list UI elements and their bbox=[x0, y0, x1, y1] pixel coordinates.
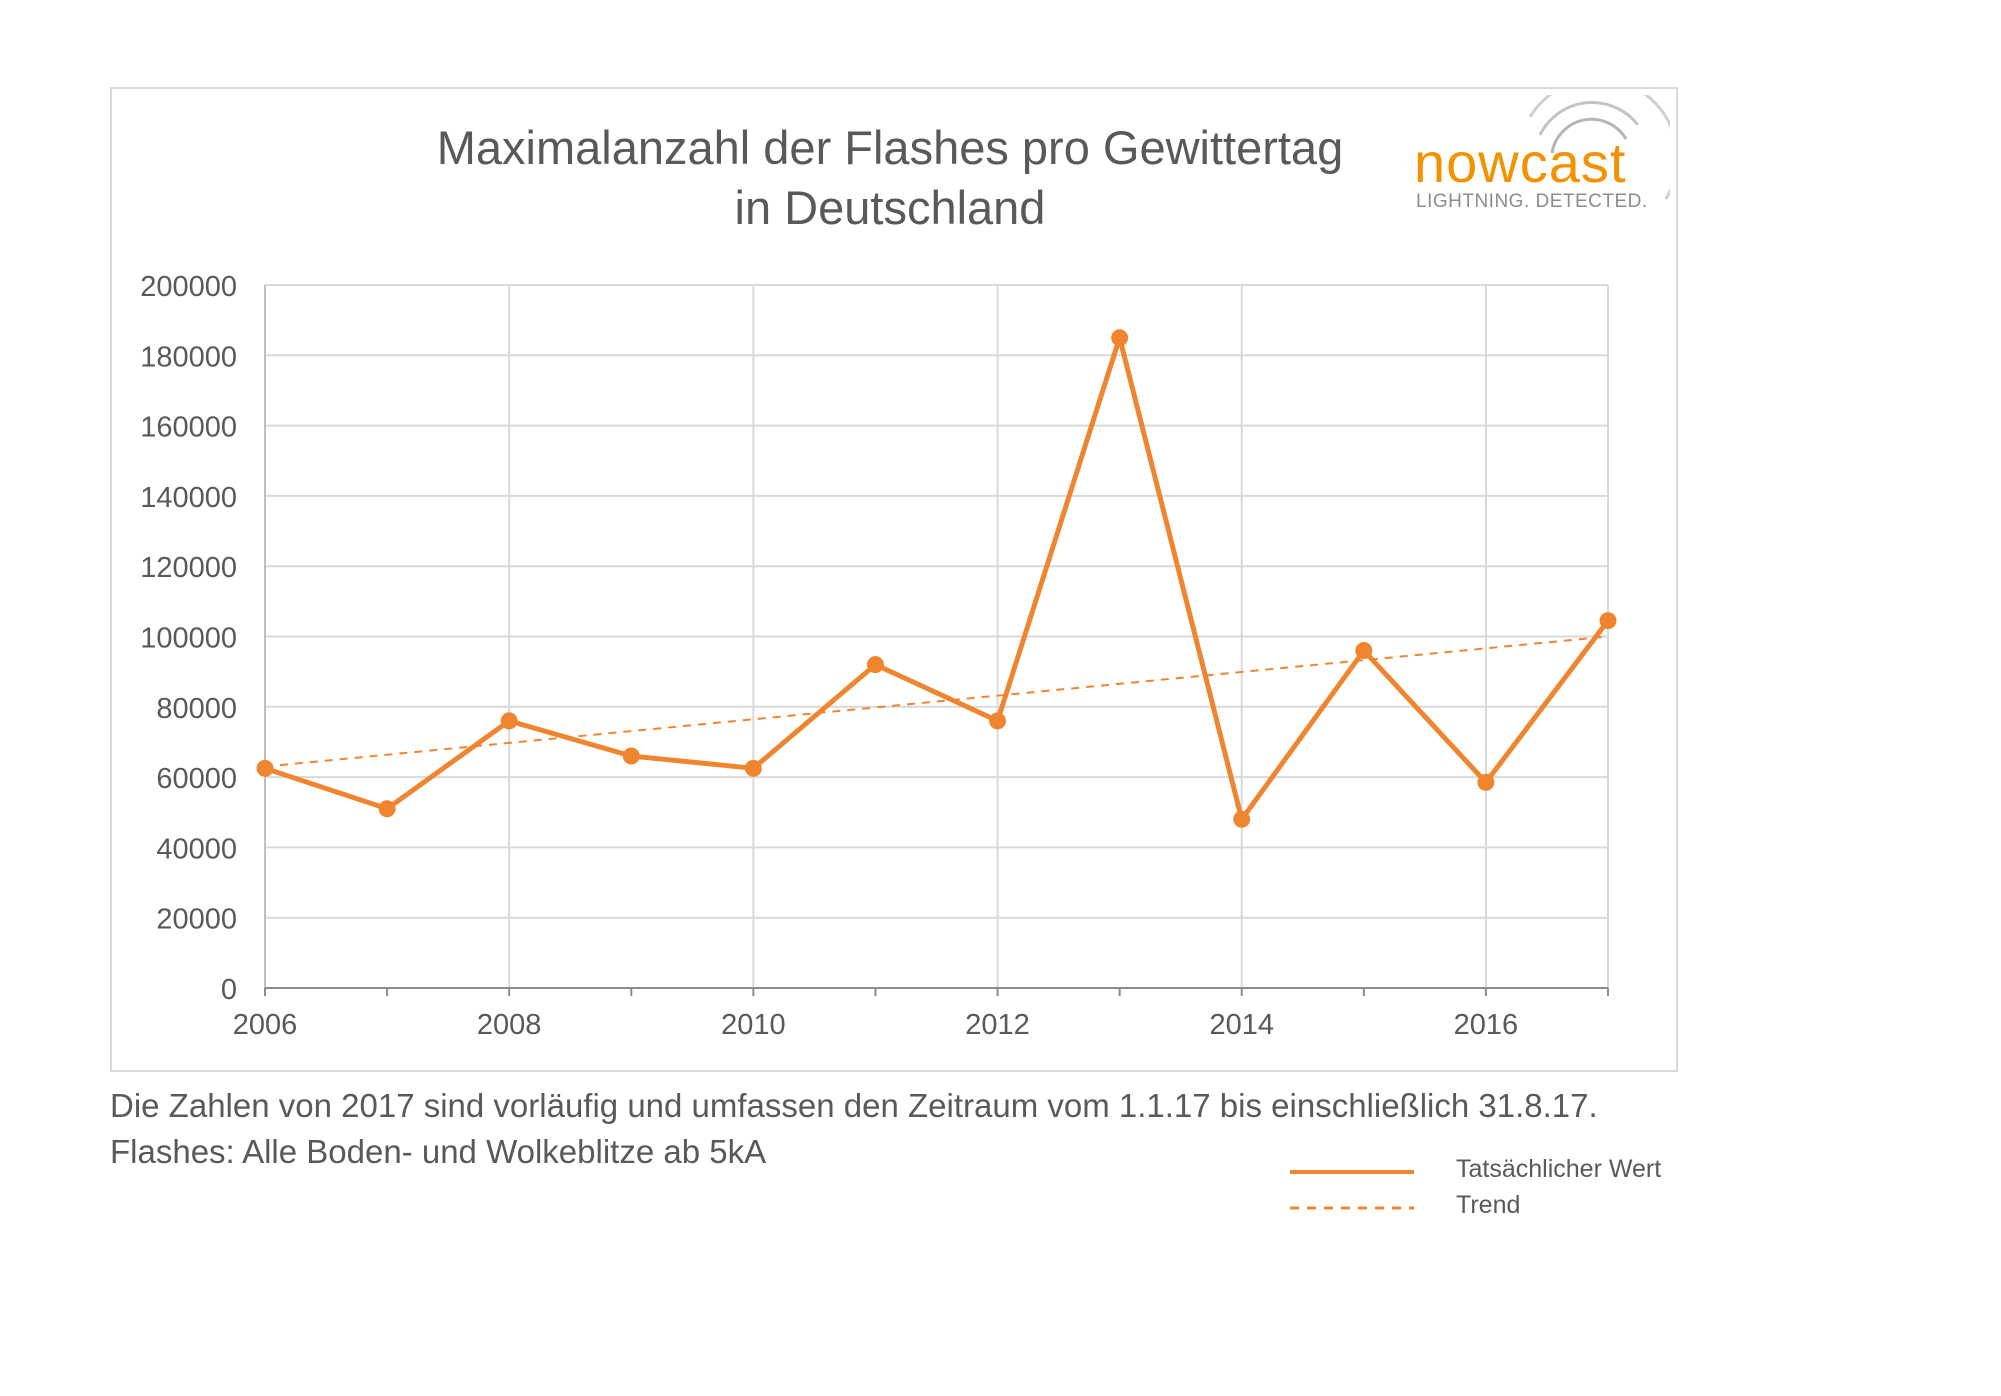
legend-label-actual: Tatsächlicher Wert bbox=[1456, 1155, 1662, 1183]
chart-title: Maximalanzahl der Flashes pro Gewitterta… bbox=[320, 118, 1460, 238]
y-tick-label: 20000 bbox=[156, 904, 237, 936]
data-point bbox=[989, 712, 1007, 730]
x-tick-label: 2016 bbox=[1454, 1009, 1519, 1041]
data-point bbox=[500, 712, 518, 730]
legend-solid-line-swatch bbox=[1290, 1170, 1414, 1174]
chart-title-line-1: Maximalanzahl der Flashes pro Gewitterta… bbox=[436, 121, 1344, 174]
footnote-provisional: Die Zahlen von 2017 sind vorläufig und u… bbox=[110, 1087, 1598, 1124]
y-tick-label: 40000 bbox=[156, 833, 237, 865]
data-point bbox=[744, 759, 762, 777]
trend-line bbox=[264, 635, 1609, 768]
y-tick-label: 160000 bbox=[140, 412, 237, 444]
y-tick-label: 60000 bbox=[156, 763, 237, 795]
legend-label-trend: Trend bbox=[1456, 1191, 1521, 1219]
data-point bbox=[378, 800, 396, 818]
chart-title-line-2: in Deutschland bbox=[734, 181, 1046, 234]
series-layer bbox=[256, 329, 1617, 828]
data-point bbox=[1355, 642, 1373, 660]
data-point bbox=[866, 656, 884, 674]
actual-value-line bbox=[264, 335, 1610, 822]
nowcast-logo: nowcast LIGHTNING. DETECTED. bbox=[1400, 95, 1670, 215]
data-point bbox=[622, 747, 640, 765]
y-tick-label: 120000 bbox=[140, 552, 237, 584]
grid-lines bbox=[265, 284, 1609, 988]
x-tick-label: 2012 bbox=[965, 1009, 1030, 1041]
data-point bbox=[256, 759, 274, 777]
x-tick-label: 2010 bbox=[721, 1009, 786, 1041]
chart-frame bbox=[110, 87, 1678, 1072]
logo-wordmark: nowcast bbox=[1414, 131, 1627, 194]
x-tick-label: 2008 bbox=[477, 1009, 542, 1041]
signal-arcs-icon bbox=[1528, 95, 1670, 200]
tick-labels: 0 20000 40000 60000 80000 100000 120000 140000 1… bbox=[140, 271, 1518, 1041]
y-tick-label: 80000 bbox=[156, 693, 237, 725]
y-tick-label: 100000 bbox=[140, 623, 237, 655]
axes bbox=[264, 285, 1609, 996]
x-tick-label: 2006 bbox=[233, 1009, 298, 1041]
data-point bbox=[1477, 773, 1495, 791]
y-tick-label: 200000 bbox=[140, 271, 237, 303]
x-tick-label: 2014 bbox=[1209, 1009, 1274, 1041]
y-tick-label: 180000 bbox=[140, 341, 237, 373]
footnote-flashes-definition: Flashes: Alle Boden- und Wolkeblitze ab … bbox=[110, 1133, 767, 1170]
y-tick-label: 140000 bbox=[140, 482, 237, 514]
data-point bbox=[1111, 329, 1129, 347]
legend-dashed-line-swatch bbox=[1290, 1206, 1414, 1210]
y-tick-label: 0 bbox=[221, 974, 237, 1006]
data-point bbox=[1233, 810, 1251, 828]
logo-tagline: LIGHTNING. DETECTED. bbox=[1416, 191, 1648, 212]
data-point bbox=[1599, 612, 1617, 630]
